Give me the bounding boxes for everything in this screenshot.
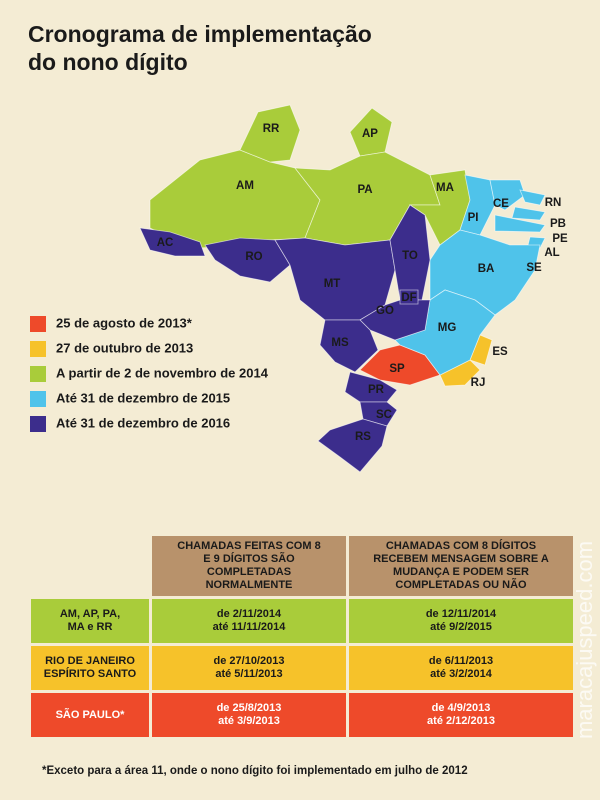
state-shape xyxy=(204,237,291,283)
legend-swatch xyxy=(30,366,46,382)
state xyxy=(204,237,291,283)
state xyxy=(359,401,398,427)
state-label: SC xyxy=(376,409,392,421)
state-label: TO xyxy=(402,250,418,262)
state-label: RN xyxy=(545,197,562,209)
state-label: AL xyxy=(544,247,559,259)
table-row: CHAMADAS FEITAS COM 8 E 9 DÍGITOS SÃO CO… xyxy=(31,536,573,596)
state-label: PR xyxy=(368,384,385,396)
table-cell: SÃO PAULO* xyxy=(31,693,149,737)
legend-swatch xyxy=(30,391,46,407)
state xyxy=(149,149,321,249)
legend-swatch xyxy=(30,416,46,432)
state-shape xyxy=(149,149,321,249)
state-label: RR xyxy=(263,123,280,135)
state-shape xyxy=(139,227,206,257)
table-row: SÃO PAULO* de 25/8/2013 até 3/9/2013 de 4/… xyxy=(31,693,573,737)
footnote: *Exceto para a área 11, onde o nono dígi… xyxy=(42,765,468,777)
state-shape xyxy=(399,289,419,305)
state-label: MT xyxy=(324,278,341,290)
state-shape xyxy=(349,107,393,157)
state-label: SE xyxy=(526,262,542,274)
state-shape xyxy=(359,401,398,427)
watermark: maracajuspeed.com xyxy=(572,540,597,740)
legend-label: A partir de 2 de novembro de 2014 xyxy=(56,365,269,380)
state-shape xyxy=(489,179,526,211)
state xyxy=(519,189,546,206)
state-label: AC xyxy=(157,237,174,249)
state-label: RS xyxy=(355,431,371,443)
legend-label: 25 de agosto de 2013* xyxy=(56,315,193,330)
state xyxy=(239,104,301,163)
table-cell xyxy=(31,536,149,596)
state-label: PB xyxy=(550,218,566,230)
title-line: Cronograma de implementação xyxy=(28,21,372,47)
state-shape xyxy=(239,104,301,163)
table-cell: de 6/11/2013 até 3/2/2014 xyxy=(349,646,573,690)
table-cell: de 2/11/2014 até 11/11/2014 xyxy=(152,599,346,643)
state-label: PE xyxy=(552,233,568,245)
state xyxy=(494,214,546,233)
title: Cronograma de implementação do nono dígi… xyxy=(28,20,372,76)
table-cell: RIO DE JANEIRO ESPÍRITO SANTO xyxy=(31,646,149,690)
legend-swatch xyxy=(30,341,46,357)
schedule-table: CHAMADAS FEITAS COM 8 E 9 DÍGITOS SÃO CO… xyxy=(28,533,576,740)
table-row: AM, AP, PA, MA e RR de 2/11/2014 até 11/1… xyxy=(31,599,573,643)
state-shape xyxy=(519,189,546,206)
table-cell: AM, AP, PA, MA e RR xyxy=(31,599,149,643)
legend-label: Até 31 de dezembro de 2016 xyxy=(56,415,230,430)
state-label: SP xyxy=(389,363,405,375)
legend-label: 27 de outubro de 2013 xyxy=(56,340,193,355)
state-label: RJ xyxy=(471,377,486,389)
state xyxy=(349,107,393,157)
state-label: AM xyxy=(236,180,254,192)
state-shape xyxy=(317,418,388,473)
state xyxy=(399,289,419,305)
state xyxy=(319,319,379,373)
table-cell: CHAMADAS FEITAS COM 8 E 9 DÍGITOS SÃO CO… xyxy=(152,536,346,596)
state-shape xyxy=(494,214,546,233)
legend-label: Até 31 de dezembro de 2015 xyxy=(56,390,230,405)
state-label: RO xyxy=(245,251,262,263)
state-label: GO xyxy=(376,305,394,317)
state xyxy=(317,418,388,473)
state xyxy=(389,204,431,301)
state-label: MS xyxy=(331,337,349,349)
state-shape xyxy=(389,204,431,301)
state-label: ES xyxy=(492,346,508,358)
state-label: AP xyxy=(362,128,378,140)
state-label: PA xyxy=(357,184,372,196)
state-shape xyxy=(511,206,546,221)
table-row: RIO DE JANEIRO ESPÍRITO SANTO de 27/10/20… xyxy=(31,646,573,690)
state-label: MG xyxy=(438,322,457,334)
state-label: DF xyxy=(401,292,416,304)
table-cell: de 27/10/2013 até 5/11/2013 xyxy=(152,646,346,690)
state-label: BA xyxy=(478,263,495,275)
table-cell: CHAMADAS COM 8 DÍGITOS RECEBEM MENSAGEM … xyxy=(349,536,573,596)
title-line: do nono dígito xyxy=(28,49,188,75)
legend-swatch xyxy=(30,316,46,332)
table-cell: de 25/8/2013 até 3/9/2013 xyxy=(152,693,346,737)
table-cell: de 4/9/2013 até 2/12/2013 xyxy=(349,693,573,737)
state xyxy=(139,227,206,257)
state-label: MA xyxy=(436,182,454,194)
state xyxy=(489,179,526,211)
state xyxy=(511,206,546,221)
state-label: CE xyxy=(493,198,509,210)
state-shape xyxy=(319,319,379,373)
state-label: PI xyxy=(468,212,479,224)
table-cell: de 12/11/2014 até 9/2/2015 xyxy=(349,599,573,643)
